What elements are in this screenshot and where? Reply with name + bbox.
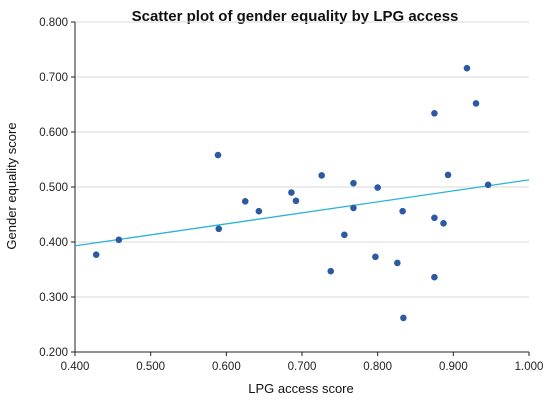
x-tick-label: 1.000	[515, 361, 544, 373]
y-tick-label: 0.500	[39, 182, 68, 194]
axes	[71, 21, 530, 356]
chart-title: Scatter plot of gender equality by LPG a…	[132, 8, 459, 25]
y-tick-label: 0.800	[39, 17, 68, 29]
x-axis-label: LPG access score	[248, 381, 354, 396]
data-point	[318, 172, 325, 179]
data-point	[350, 179, 357, 187]
trendline-group	[74, 179, 530, 247]
data-point	[431, 110, 438, 117]
data-point	[444, 171, 452, 179]
data-point	[440, 220, 447, 227]
x-tick-label: 0.600	[212, 361, 241, 373]
data-point	[255, 207, 263, 215]
data-point	[292, 197, 300, 205]
trend-line	[74, 179, 530, 247]
gridlines	[75, 21, 529, 298]
data-point	[215, 225, 223, 233]
y-axis-label: Gender equality score	[4, 122, 19, 249]
data-point	[394, 259, 401, 267]
y-tick-label: 0.700	[39, 72, 68, 84]
data-point	[341, 231, 348, 239]
x-tick-label: 0.800	[363, 361, 392, 373]
y-tick-label: 0.400	[39, 237, 68, 249]
data-point	[372, 253, 379, 261]
data-point	[399, 207, 406, 215]
y-tick-label: 0.300	[39, 292, 68, 304]
data-point	[350, 204, 357, 212]
y-tick-label: 0.200	[39, 347, 68, 359]
x-tick-label: 0.700	[288, 361, 317, 373]
data-point	[115, 236, 123, 244]
data-point	[288, 189, 295, 196]
x-tick-label: 0.400	[61, 361, 90, 373]
data-point	[327, 267, 335, 275]
data-point	[431, 214, 438, 222]
data-point	[241, 198, 249, 205]
x-tick-label: 0.900	[439, 361, 468, 373]
data-point	[214, 151, 222, 159]
y-tick-label: 0.600	[39, 127, 68, 139]
data-point	[92, 251, 100, 258]
data-point	[472, 100, 480, 107]
data-point	[463, 64, 471, 72]
data-point	[374, 184, 381, 191]
data-point	[431, 273, 438, 281]
data-points	[92, 64, 492, 322]
x-tick-label: 0.500	[136, 361, 165, 373]
data-point	[400, 314, 407, 322]
data-point	[484, 181, 492, 189]
tick-labels: 0.200 0.300 0.400 0.500 0.600 0.700 0.800 0.400…	[39, 17, 543, 373]
